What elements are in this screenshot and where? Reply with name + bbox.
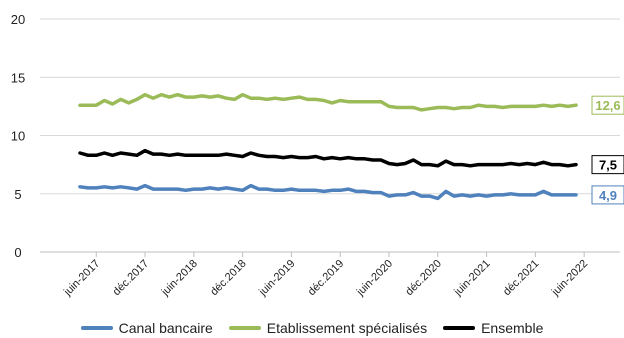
x-tick-label: déc.2019 bbox=[306, 258, 346, 298]
gridlines bbox=[40, 18, 620, 253]
end-label-box-2 bbox=[591, 155, 624, 175]
legend-item-etablissement-specialises: Etablissement spécialisés bbox=[228, 320, 428, 336]
series-lines bbox=[78, 92, 578, 201]
x-tick-label: juin-2018 bbox=[159, 258, 200, 299]
legend-swatch-ensemble bbox=[443, 326, 476, 330]
end-label-0: 4,9 bbox=[599, 188, 617, 203]
legend-label-etablissement-specialises: Etablissement spécialisés bbox=[266, 320, 428, 336]
y-axis: 0 5 10 15 20 bbox=[11, 12, 25, 260]
end-label-box-1 bbox=[591, 95, 624, 115]
legend-item-canal-bancaire: Canal bancaire bbox=[80, 320, 213, 336]
x-tick-label: juin-2019 bbox=[256, 258, 297, 299]
legend-label-canal-bancaire: Canal bancaire bbox=[118, 320, 213, 336]
series-line-2 bbox=[78, 148, 578, 168]
y-tick-label: 10 bbox=[11, 129, 25, 144]
y-tick-label: 0 bbox=[14, 245, 21, 260]
end-label-box-0 bbox=[591, 185, 624, 205]
y-tick-label: 5 bbox=[14, 187, 21, 202]
x-tick-label: déc.2020 bbox=[403, 258, 443, 298]
x-tick-label: juin-2022 bbox=[549, 258, 590, 299]
x-axis: juin-2017 déc.2017 juin-2018 déc.2018 juin-2… bbox=[61, 252, 590, 299]
y-tick-label: 15 bbox=[11, 70, 25, 85]
x-tick-label: juin-2021 bbox=[451, 258, 492, 299]
y-tick-label: 20 bbox=[11, 12, 25, 27]
x-tick-label: déc.2021 bbox=[501, 258, 541, 298]
x-tick-label: déc.2018 bbox=[208, 258, 248, 298]
end-label-1: 12,6 bbox=[595, 98, 620, 113]
legend-label-ensemble: Ensemble bbox=[481, 320, 544, 336]
legend: Canal bancaire Etablissement spécialisés… bbox=[0, 318, 624, 338]
x-tick-label: juin-2017 bbox=[61, 258, 102, 299]
series-line-1 bbox=[78, 92, 578, 112]
x-tick-label: juin-2020 bbox=[354, 258, 395, 299]
x-tick-label: déc.2017 bbox=[111, 258, 151, 298]
legend-item-ensemble: Ensemble bbox=[443, 320, 543, 336]
end-label-2: 7,5 bbox=[599, 158, 617, 173]
legend-swatch-canal-bancaire bbox=[80, 326, 113, 330]
series-line-0 bbox=[78, 183, 578, 201]
legend-swatch-etablissement-specialises bbox=[228, 326, 261, 330]
end-labels: 4,9 12,6 7,5 bbox=[591, 95, 624, 205]
